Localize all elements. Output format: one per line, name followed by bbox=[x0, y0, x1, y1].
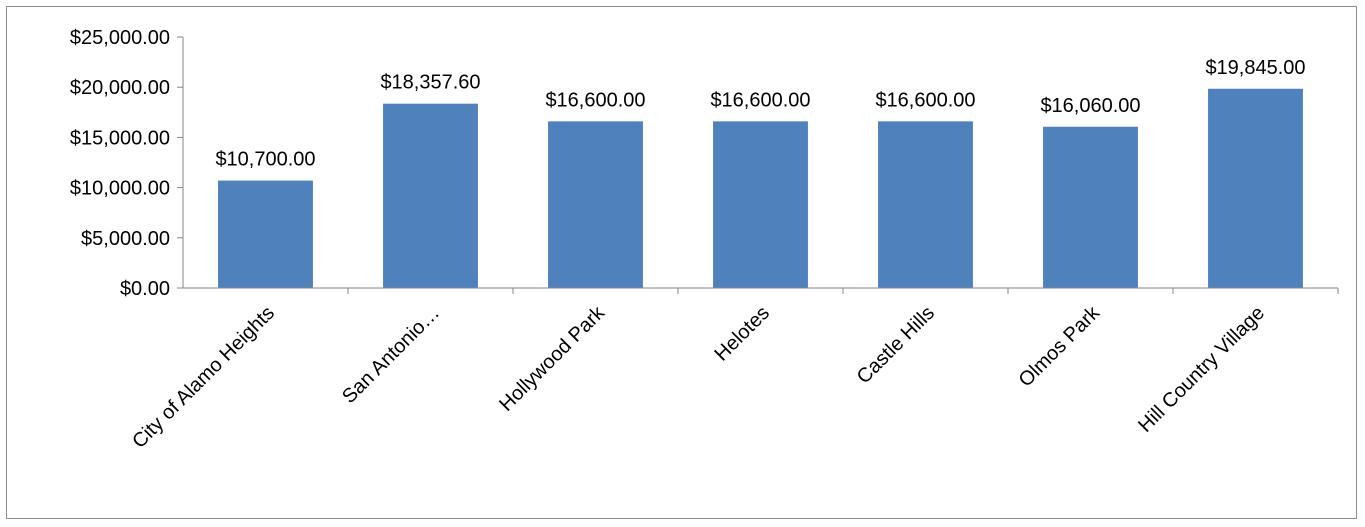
y-tick-label: $25,000.00 bbox=[70, 27, 170, 49]
data-label: $16,600.00 bbox=[545, 89, 645, 111]
x-axis: City of Alamo Heights San Antonio… Hollywo… bbox=[128, 287, 1339, 453]
data-label: $16,060.00 bbox=[1040, 95, 1140, 117]
bar bbox=[713, 121, 808, 288]
y-tick-label: $20,000.00 bbox=[70, 77, 170, 99]
bar bbox=[878, 121, 973, 288]
x-category-label: San Antonio… bbox=[338, 302, 444, 408]
bar bbox=[1208, 88, 1303, 288]
x-category-label: Olmos Park bbox=[1015, 301, 1105, 391]
bar bbox=[218, 180, 313, 288]
bar bbox=[383, 103, 478, 288]
x-category-label: City of Alamo Heights bbox=[128, 302, 279, 453]
data-label: $19,845.00 bbox=[1205, 57, 1305, 79]
x-category-label: Castle Hills bbox=[853, 302, 939, 388]
y-tick-label: $15,000.00 bbox=[70, 127, 170, 149]
data-label: $10,700.00 bbox=[215, 149, 315, 171]
y-tick-label: $5,000.00 bbox=[81, 228, 170, 250]
y-tick-label: $10,000.00 bbox=[70, 178, 170, 200]
bar bbox=[1043, 126, 1138, 288]
bars bbox=[218, 88, 1303, 288]
data-label: $16,600.00 bbox=[710, 89, 810, 111]
data-label: $16,600.00 bbox=[875, 89, 975, 111]
x-category-label: Hollywood Park bbox=[495, 301, 610, 416]
data-labels: $10,700.00 $18,357.60 $16,600.00 $16,600.00… bbox=[215, 57, 1305, 171]
y-axis: $0.00 $5,000.00 $10,000.00 $15,000.00 $20,00… bbox=[70, 27, 184, 300]
y-tick-label: $0.00 bbox=[120, 278, 170, 300]
x-category-label: Helotes bbox=[711, 302, 775, 366]
data-label: $18,357.60 bbox=[380, 72, 480, 94]
x-category-label: Hill Country Village bbox=[1134, 302, 1269, 437]
bar bbox=[548, 121, 643, 288]
